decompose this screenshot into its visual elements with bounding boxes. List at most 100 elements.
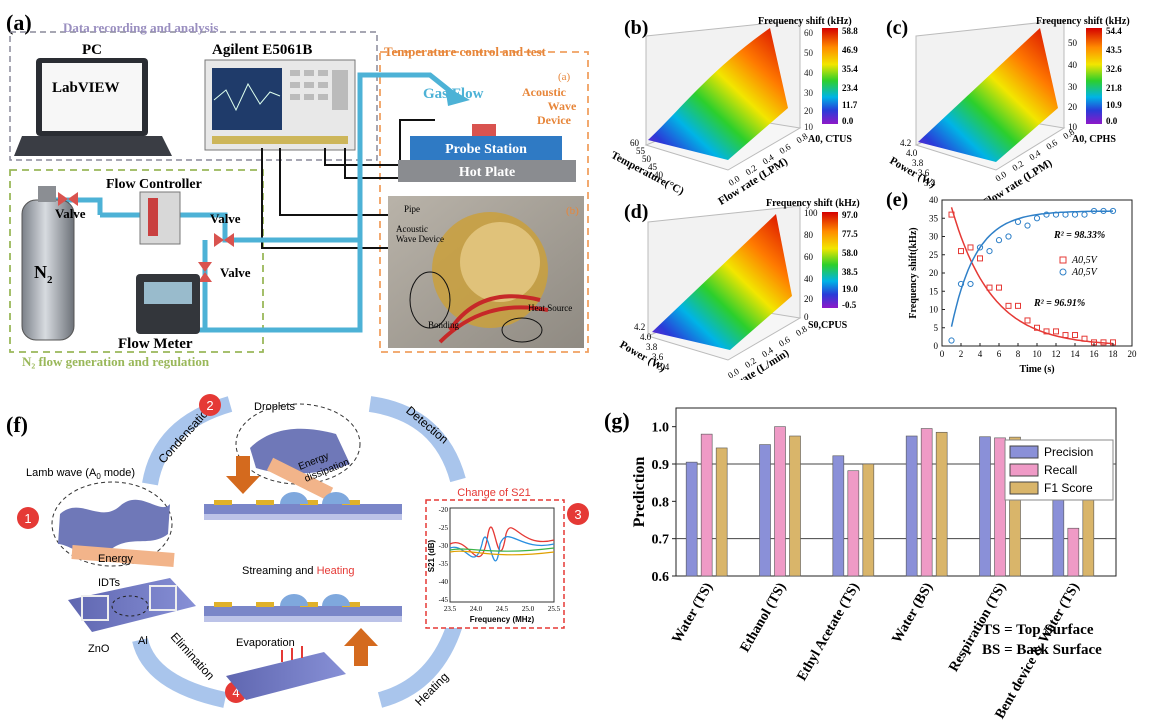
idts-label: IDTs bbox=[98, 577, 121, 589]
svg-text:55: 55 bbox=[636, 146, 646, 156]
e-legend-2: A0,5V bbox=[1071, 267, 1099, 278]
e-point-series1 bbox=[1062, 332, 1069, 339]
e-ytick-label: 35 bbox=[929, 213, 939, 223]
svg-text:25.0: 25.0 bbox=[522, 605, 535, 613]
svg-text:43.5: 43.5 bbox=[1106, 45, 1122, 55]
e-point-series1 bbox=[958, 248, 964, 255]
photo-device-label-2: Wave Device bbox=[396, 234, 444, 244]
svg-text:19.0: 19.0 bbox=[842, 284, 858, 294]
energy-dissipation-arrow bbox=[266, 457, 334, 501]
svg-text:0.0: 0.0 bbox=[842, 116, 854, 126]
e-xtick-label: 20 bbox=[1128, 349, 1138, 359]
e-ytick-label: 40 bbox=[929, 195, 939, 205]
e-ytick-label: 0 bbox=[934, 341, 939, 351]
caption-c: A0, CPHS bbox=[1072, 134, 1116, 145]
svg-text:0.0: 0.0 bbox=[726, 366, 741, 380]
instrument-label: Agilent E5061B bbox=[212, 42, 312, 58]
svg-text:3.8: 3.8 bbox=[912, 158, 924, 168]
svg-text:4.2: 4.2 bbox=[634, 322, 645, 332]
sub-a-label: (a) bbox=[558, 71, 571, 83]
e-ytick-label: 5 bbox=[934, 323, 939, 333]
svg-text:3: 3 bbox=[574, 507, 581, 522]
e-point-series2 bbox=[1090, 207, 1098, 215]
e-point-series2 bbox=[1014, 218, 1022, 225]
detection-arrow bbox=[368, 396, 466, 483]
e-point-series2 bbox=[1071, 211, 1079, 218]
streaming-label: Streaming and Heating bbox=[242, 565, 355, 577]
e-xlabel: Time (s) bbox=[1019, 364, 1054, 375]
evaporation-device-icon bbox=[226, 652, 346, 700]
s21-xlabel: Frequency (MHz) bbox=[470, 615, 535, 624]
valve-icon bbox=[58, 192, 78, 206]
n2-label: N2 bbox=[34, 262, 53, 286]
e-point-series2 bbox=[1100, 207, 1107, 215]
device-cross-section-bottom bbox=[204, 594, 402, 622]
svg-text:40: 40 bbox=[1068, 60, 1078, 70]
svg-text:0.0: 0.0 bbox=[993, 169, 1008, 184]
probe-station-label: Probe Station bbox=[445, 142, 527, 157]
svg-text:10.9: 10.9 bbox=[1106, 100, 1122, 110]
svg-text:24.5: 24.5 bbox=[496, 605, 509, 613]
panel-f-label: (f) bbox=[6, 412, 28, 437]
e-xtick-label: 6 bbox=[997, 349, 1002, 359]
surface-c bbox=[918, 28, 1058, 162]
labview-label: LabVIEW bbox=[52, 80, 120, 96]
e-xtick-label: 8 bbox=[1016, 349, 1021, 359]
e-xtick-label: 0 bbox=[940, 349, 945, 359]
svg-text:0.4: 0.4 bbox=[1027, 148, 1042, 163]
svg-text:3.6: 3.6 bbox=[918, 168, 930, 178]
up-arrow bbox=[344, 628, 378, 666]
surface-d bbox=[652, 214, 792, 350]
e-point-series1 bbox=[1053, 328, 1059, 335]
evaporation-label: Evaporation bbox=[236, 637, 295, 649]
svg-text:40: 40 bbox=[804, 68, 814, 78]
gas-flow-label: Gas Flow bbox=[423, 86, 484, 102]
panel-e-chart: (e) 0 2 4 6 8 10 12 14 16 18 20 0 5 10 15 20 25 30 35 40 Ti… bbox=[886, 189, 1137, 375]
zno-label: ZnO bbox=[88, 643, 110, 655]
svg-text:60: 60 bbox=[804, 28, 814, 38]
panel-f-diagram: (f) Condensation Detection Heating Elimi… bbox=[6, 394, 589, 709]
lamb-wave-icon bbox=[58, 499, 170, 555]
svg-text:20: 20 bbox=[804, 294, 814, 304]
e-legend-1: A0,5V bbox=[1071, 255, 1099, 266]
photo-device-label-1: Acoustic bbox=[396, 224, 428, 234]
g-bar-f1-score bbox=[789, 435, 801, 577]
g-ylabel: Prediction bbox=[631, 457, 648, 528]
temp-box-title: Temperature control and test bbox=[384, 44, 547, 59]
svg-text:20: 20 bbox=[804, 106, 814, 116]
g-note-1: TS = Top Surface bbox=[982, 622, 1094, 638]
legend-recall-swatch bbox=[1009, 463, 1039, 477]
e-point-series1 bbox=[1005, 302, 1012, 309]
n2-cylinder-icon bbox=[21, 199, 75, 341]
flow-meter-label: Flow Meter bbox=[118, 336, 193, 352]
flow-controller-icon bbox=[139, 191, 181, 245]
colorbar-b bbox=[822, 28, 838, 124]
e-point-series2 bbox=[957, 280, 965, 288]
colorbar-d bbox=[822, 212, 838, 308]
svg-text:80: 80 bbox=[804, 230, 814, 240]
idt-device-icon bbox=[68, 578, 196, 632]
g-bar-precision bbox=[979, 436, 991, 577]
svg-text:58.8: 58.8 bbox=[842, 26, 858, 36]
panel-g-bar-chart: (g) 0.6 0.7 0.8 0.9 1.0 Water (TS) Ethanol (TS… bbox=[604, 407, 1117, 722]
g-category-label: Ethanol (TS) bbox=[738, 580, 790, 655]
step-1-badge: 1 bbox=[17, 507, 39, 529]
svg-text:60: 60 bbox=[630, 138, 640, 148]
photo-pipe-label: Pipe bbox=[404, 204, 420, 214]
g-bar-f1-score bbox=[1082, 492, 1095, 577]
e-point-series2 bbox=[1005, 233, 1012, 240]
svg-text:10: 10 bbox=[804, 122, 814, 132]
svg-text:50: 50 bbox=[642, 154, 652, 164]
valve-icon bbox=[214, 233, 234, 247]
g-bar-recall bbox=[1067, 527, 1080, 577]
e-point-series2 bbox=[1033, 215, 1041, 222]
svg-text:-45: -45 bbox=[439, 596, 449, 604]
e-xtick-label: 18 bbox=[1109, 349, 1119, 359]
g-ytick-label: 0.7 bbox=[652, 533, 670, 548]
al-label: Al bbox=[138, 635, 148, 647]
g-bar-precision bbox=[905, 435, 918, 577]
lamb-label: Lamb wave (A0 mode) bbox=[26, 467, 135, 481]
g-ytick-label: 0.9 bbox=[652, 458, 670, 473]
step-2-badge: 2 bbox=[199, 394, 221, 416]
svg-text:35.4: 35.4 bbox=[842, 64, 858, 74]
